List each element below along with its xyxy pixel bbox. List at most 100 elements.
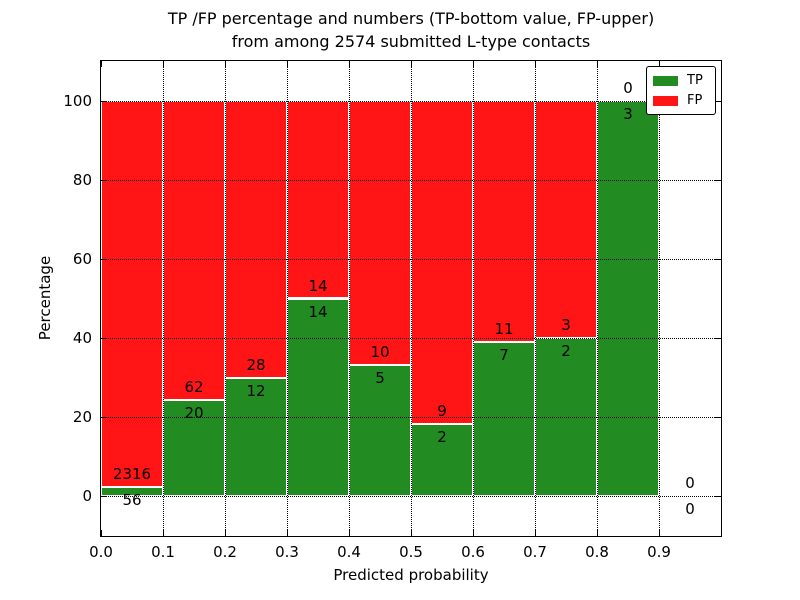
x-tick-mark-top [287, 61, 288, 67]
tp-count-label: 3 [623, 104, 633, 123]
bar-tp-segment [473, 342, 535, 497]
x-tick-mark-top [535, 61, 536, 67]
x-tick-label: 0.0 [89, 543, 113, 561]
bar-tp-segment [163, 399, 225, 497]
tp-count-label: 0 [685, 500, 695, 519]
x-axis-label: Predicted probability [333, 566, 489, 584]
fp-count-label: 10 [370, 342, 390, 361]
bar-tp-segment [101, 486, 163, 497]
bar-fp-segment [225, 100, 287, 378]
legend-item-tp: TP [653, 72, 708, 89]
bar-fp-segment [349, 100, 411, 365]
y-tick-mark [101, 258, 107, 260]
y-tick-mark-right [715, 179, 721, 181]
fp-count-label: 9 [437, 402, 447, 421]
x-tick-mark [225, 530, 226, 536]
gridline-vertical [349, 61, 350, 536]
x-tick-mark-top [163, 61, 164, 67]
gridline-vertical [163, 61, 164, 536]
fp-count-label: 0 [623, 78, 633, 97]
x-tick-mark-top [225, 61, 226, 67]
legend-swatch-fp-icon [653, 95, 678, 106]
gridline-vertical [287, 61, 288, 536]
x-tick-mark [535, 530, 536, 536]
y-tick-label: 20 [72, 408, 92, 427]
y-tick-mark-right [715, 496, 721, 498]
y-tick-mark-right [715, 417, 721, 419]
y-tick-mark-right [715, 338, 721, 340]
x-tick-mark-top [597, 61, 598, 67]
bar-fp-segment [473, 100, 535, 343]
x-tick-label: 0.8 [585, 543, 609, 561]
y-tick-label: 60 [72, 249, 92, 268]
chart-title-line2: from among 2574 submitted L-type contact… [231, 32, 591, 51]
gridline-vertical [597, 61, 598, 536]
y-tick-mark [101, 496, 107, 498]
y-tick-mark [101, 338, 107, 340]
y-tick-mark-right [715, 100, 721, 102]
x-tick-mark [411, 530, 412, 536]
x-tick-label: 0.9 [647, 543, 671, 561]
x-tick-mark-top [349, 61, 350, 67]
y-tick-label: 80 [72, 170, 92, 189]
gridline-vertical [473, 61, 474, 536]
bar-fp-segment [535, 100, 597, 339]
fp-count-label: 2316 [112, 464, 152, 483]
y-tick-label: 40 [72, 329, 92, 348]
plot-area: 2316 56 62 20 28 12 14 14 10 5 9 2 11 7 3 2 0 3 0 0 [100, 60, 722, 537]
bar-fp-segment [163, 100, 225, 400]
tp-count-label: 56 [122, 490, 142, 509]
x-tick-mark [163, 530, 164, 536]
fp-count-label: 28 [246, 355, 266, 374]
legend-label-fp: FP [687, 93, 703, 108]
x-tick-mark [101, 530, 102, 536]
gridline-vertical [411, 61, 412, 536]
tp-count-label: 7 [499, 346, 509, 365]
bar-tp-segment [411, 424, 473, 497]
x-tick-label: 0.1 [151, 543, 175, 561]
fp-count-label: 3 [561, 316, 571, 335]
bar-tp-segment [287, 298, 349, 497]
tp-count-label: 14 [308, 302, 328, 321]
legend-item-fp: FP [653, 92, 708, 109]
fp-count-label: 0 [685, 474, 695, 493]
tp-count-label: 5 [375, 368, 385, 387]
legend-swatch-tp-icon [653, 75, 678, 86]
x-tick-mark [473, 530, 474, 536]
x-tick-label: 0.3 [275, 543, 299, 561]
x-tick-mark [659, 530, 660, 536]
y-tick-mark [101, 417, 107, 419]
tp-count-label: 2 [561, 342, 571, 361]
chart-title-line1: TP /FP percentage and numbers (TP-bottom… [167, 9, 655, 28]
fp-count-label: 14 [308, 276, 328, 295]
x-tick-label: 0.7 [523, 543, 547, 561]
x-tick-mark [597, 530, 598, 536]
bar-fp-segment [411, 100, 473, 425]
x-tick-mark [349, 530, 350, 536]
bar-fp-segment [101, 100, 163, 487]
gridline-vertical [225, 61, 226, 536]
legend: TP FP [646, 66, 716, 115]
fp-count-label: 11 [494, 320, 514, 339]
tp-count-label: 12 [246, 381, 266, 400]
x-tick-label: 0.5 [399, 543, 423, 561]
y-tick-mark [101, 179, 107, 181]
y-tick-mark [101, 100, 107, 102]
x-tick-label: 0.4 [337, 543, 361, 561]
y-axis-label: Percentage [36, 255, 54, 341]
x-tick-mark-top [101, 61, 102, 67]
x-tick-label: 0.6 [461, 543, 485, 561]
y-tick-label: 100 [63, 91, 92, 110]
y-tick-label: 0 [82, 487, 92, 506]
tp-count-label: 2 [437, 428, 447, 447]
bar-tp-segment [349, 364, 411, 497]
gridline-vertical [535, 61, 536, 536]
x-tick-mark-top [473, 61, 474, 67]
legend-label-tp: TP [687, 73, 703, 88]
x-tick-label: 0.2 [213, 543, 237, 561]
x-tick-mark-top [659, 61, 660, 67]
bar-tp-segment [597, 100, 659, 497]
chart-title: TP /FP percentage and numbers (TP-bottom… [100, 7, 722, 53]
bar-fp-segment [287, 100, 349, 299]
